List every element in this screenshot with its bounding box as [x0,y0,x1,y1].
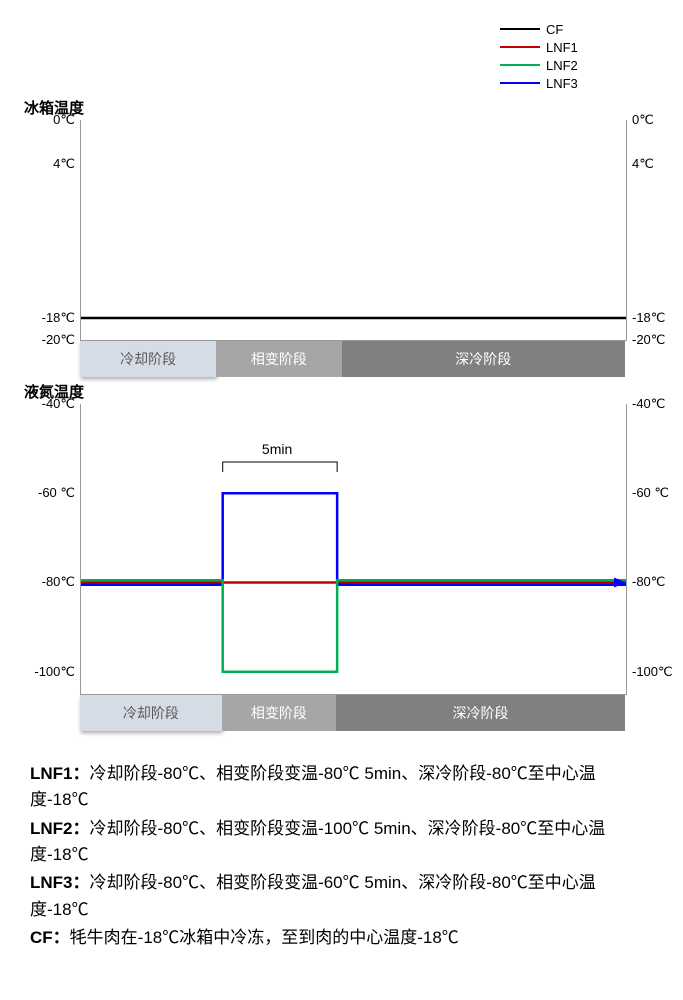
chart2-title: 液氮温度 [24,381,663,402]
phase-segment: 相变阶段 [216,341,341,377]
chart2-plot: -40℃-60 ℃-80℃-100℃-40℃-60 ℃-80℃-100℃5min [80,404,627,695]
ytick-left: -60 ℃ [38,485,81,501]
description-label: LNF1： [30,764,90,783]
phase-segment: 冷却阶段 [80,341,216,377]
legend: CF LNF1 LNF2 LNF3 [500,20,663,92]
phase-segment: 冷却阶段 [80,695,222,731]
legend-item: LNF1 [500,38,663,56]
ytick-right: -40℃ [626,396,665,412]
chart1-plot: 0℃4℃-18℃-20℃0℃4℃-18℃-20℃ [80,120,627,341]
ytick-left: -40℃ [42,396,81,412]
legend-label: CF [546,22,563,37]
description-text: 冷却阶段-80℃、相变阶段变温-80℃ 5min、深冷阶段-80℃至中心温度-1… [30,764,596,809]
ytick-left: -80℃ [42,574,81,590]
plot-svg [81,404,626,694]
chart2-phase-bar: 冷却阶段相变阶段深冷阶段 [80,695,625,731]
legend-swatch [500,82,540,84]
description-text: 冷却阶段-80℃、相变阶段变温-60℃ 5min、深冷阶段-80℃至中心温度-1… [30,873,596,918]
legend-item: LNF3 [500,74,663,92]
series-LNF2 [81,580,626,671]
legend-label: LNF3 [546,76,578,91]
phase-segment: 相变阶段 [222,695,336,731]
description-line: LNF1：冷却阶段-80℃、相变阶段变温-80℃ 5min、深冷阶段-80℃至中… [30,761,653,814]
description-label: LNF2： [30,819,90,838]
ytick-left: -18℃ [42,310,81,326]
ytick-right: 0℃ [626,112,654,128]
descriptions: LNF1：冷却阶段-80℃、相变阶段变温-80℃ 5min、深冷阶段-80℃至中… [20,761,663,951]
chart1-phase-bar: 冷却阶段相变阶段深冷阶段 [80,341,625,377]
description-text: 牦牛肉在-18℃冰箱中冷冻，至到肉的中心温度-18℃ [70,928,459,947]
chart2: -40℃-60 ℃-80℃-100℃-40℃-60 ℃-80℃-100℃5min… [80,404,663,731]
ytick-right: -60 ℃ [626,485,669,501]
description-line: CF：牦牛肉在-18℃冰箱中冷冻，至到肉的中心温度-18℃ [30,925,653,951]
chart1-title: 冰箱温度 [24,97,663,118]
ytick-left: 0℃ [53,112,81,128]
ytick-right: -80℃ [626,574,665,590]
ytick-left: -20℃ [42,332,81,348]
phase-segment: 深冷阶段 [342,341,625,377]
plot-svg [81,120,626,340]
ytick-left: -100℃ [34,664,81,680]
legend-label: LNF2 [546,58,578,73]
legend-label: LNF1 [546,40,578,55]
legend-item: LNF2 [500,56,663,74]
description-label: LNF3： [30,873,90,892]
ytick-left: 4℃ [53,156,81,172]
description-line: LNF2：冷却阶段-80℃、相变阶段变温-100℃ 5min、深冷阶段-80℃至… [30,816,653,869]
arrow-head [614,577,626,587]
ytick-right: 4℃ [626,156,654,172]
legend-swatch [500,64,540,66]
description-text: 冷却阶段-80℃、相变阶段变温-100℃ 5min、深冷阶段-80℃至中心温度-… [30,819,605,864]
ytick-right: -18℃ [626,310,665,326]
chart1: 0℃4℃-18℃-20℃0℃4℃-18℃-20℃ 冷却阶段相变阶段深冷阶段 [80,120,663,377]
description-line: LNF3：冷却阶段-80℃、相变阶段变温-60℃ 5min、深冷阶段-80℃至中… [30,870,653,923]
description-label: CF： [30,928,70,947]
legend-swatch [500,28,540,30]
legend-item: CF [500,20,663,38]
series-LNF3 [81,493,626,584]
phase-segment: 深冷阶段 [336,695,625,731]
annotation-5min: 5min [262,441,292,457]
legend-swatch [500,46,540,48]
ytick-right: -20℃ [626,332,665,348]
ytick-right: -100℃ [626,664,673,680]
bracket [223,462,337,472]
